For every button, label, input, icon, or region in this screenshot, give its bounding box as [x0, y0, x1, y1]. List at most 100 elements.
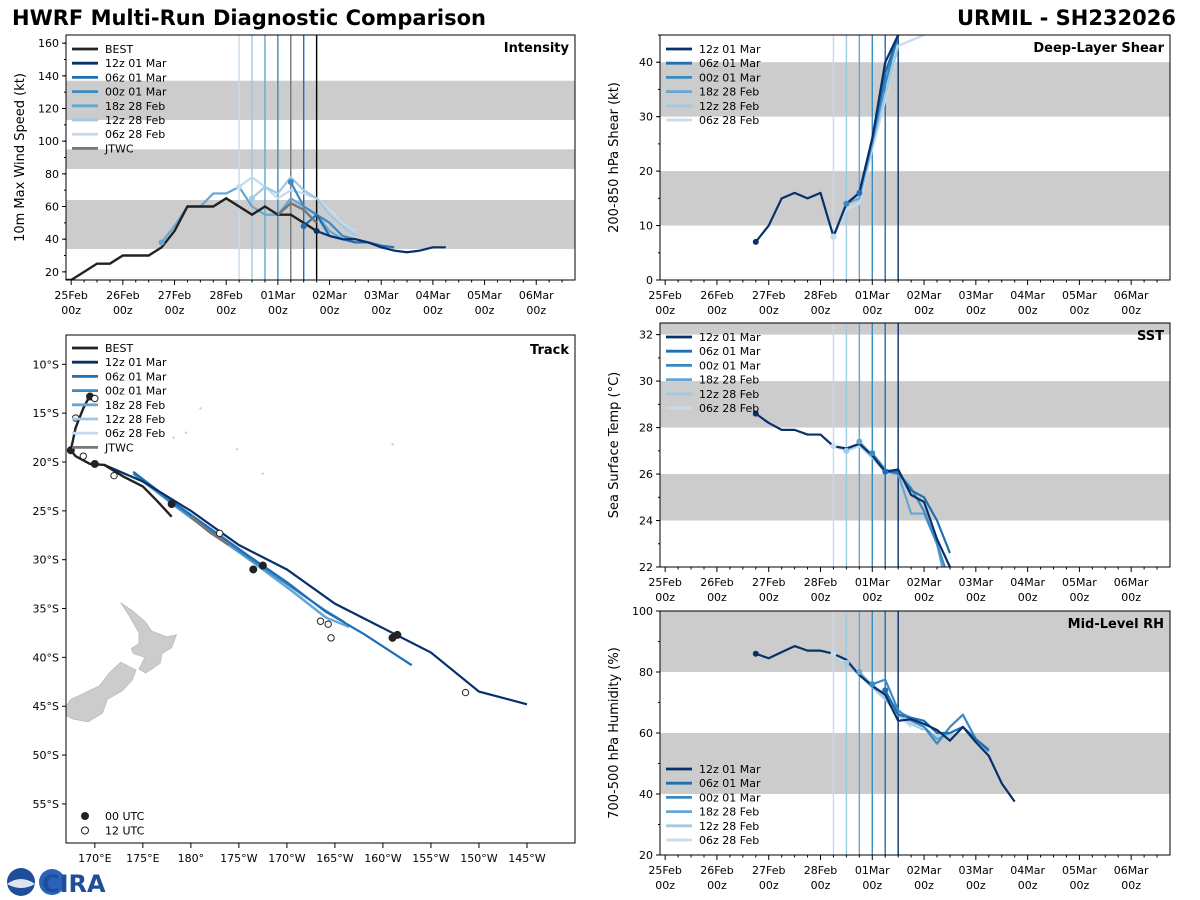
intensity-ytick-label: 40: [45, 233, 59, 246]
track-best-line: [69, 393, 173, 518]
sst-legend-label: 06z 01 Mar: [699, 345, 761, 358]
storm-id: URMIL - SH232026: [956, 6, 1176, 30]
track-ytick-label: 45°S: [33, 700, 59, 713]
track-legend-label: BEST: [105, 342, 133, 355]
intensity-best-line: [66, 196, 318, 280]
track-ytick-label: 55°S: [33, 798, 59, 811]
shear-init-point: [843, 200, 850, 207]
rh-title: Mid-Level RH: [1068, 617, 1164, 632]
rh-xtick-label: 02Mar: [907, 864, 942, 877]
track-legend-label: 06z 28 Feb: [105, 427, 165, 440]
shear-xtick-label: 26Feb: [700, 289, 733, 302]
figure-title: HWRF Multi-Run Diagnostic Comparison: [12, 6, 487, 30]
shear-ytick-label: 30: [639, 111, 653, 124]
track-ytick-label: 30°S: [33, 554, 59, 567]
track-ytick-label: 50°S: [33, 749, 59, 762]
shear-ytick-label: 20: [639, 165, 653, 178]
shear-xtick-sublabel: 00z: [1070, 304, 1090, 317]
sst-legend-label: 18z 28 Feb: [699, 374, 759, 387]
track-legend-label: 12z 01 Mar: [105, 356, 167, 369]
intensity-xtick-sublabel: 00z: [475, 304, 495, 317]
noaa-wave-icon: [7, 879, 35, 888]
intensity-xtick-sublabel: 00z: [165, 304, 185, 317]
rh-band: [660, 733, 1170, 794]
track-marker-00utc: [393, 630, 402, 639]
track-xtick-label: 170°E: [78, 852, 111, 865]
intensity-init-point: [313, 228, 320, 234]
shear-xtick-sublabel: 00z: [966, 304, 986, 317]
sst-init-point: [869, 450, 876, 457]
rh-ytick-label: 100: [632, 605, 653, 618]
intensity-ytick-label: 160: [38, 37, 59, 50]
rh-legend-label: 12z 28 Feb: [699, 820, 759, 833]
sst-xtick-label: 03Mar: [958, 576, 993, 589]
sst-xtick-sublabel: 00z: [1070, 591, 1090, 604]
rh-init-point: [882, 687, 889, 694]
sst-ytick-label: 22: [639, 561, 653, 574]
track-xtick-label: 150°W: [460, 852, 497, 865]
track-series-line: [132, 470, 413, 667]
intensity-ytick-label: 100: [38, 135, 59, 148]
intensity-legend-label: 18z 28 Feb: [105, 100, 165, 113]
rh-xtick-label: 28Feb: [804, 864, 837, 877]
track-marker-00utc: [90, 459, 99, 468]
track-ytick-label: 20°S: [33, 456, 59, 469]
intensity-xtick-sublabel: 00z: [526, 304, 546, 317]
shear-init-point: [830, 233, 837, 240]
track-series-line: [103, 463, 528, 706]
sst-init-point: [856, 438, 863, 445]
land-island: [184, 431, 188, 434]
shear-title: Deep-Layer Shear: [1033, 41, 1164, 56]
rh-series-line: [884, 689, 990, 751]
shear-xtick-label: 05Mar: [1062, 289, 1097, 302]
rh-xtick-label: 25Feb: [648, 864, 681, 877]
sst-xtick-label: 28Feb: [804, 576, 837, 589]
sst-xtick-label: 25Feb: [648, 576, 681, 589]
intensity-series-line: [302, 213, 395, 249]
intensity-xtick-label: 25Feb: [54, 289, 87, 302]
sst-init-point: [882, 468, 889, 475]
intensity-series-line: [238, 176, 356, 232]
rh-ytick-label: 40: [639, 788, 653, 801]
track-xtick-label: 155°W: [412, 852, 449, 865]
shear-xtick-label: 04Mar: [1010, 289, 1045, 302]
sst-init-point: [752, 410, 759, 417]
sst-series-line: [885, 470, 951, 554]
track-xtick-label: 180°: [178, 852, 205, 865]
shear-init-point: [752, 238, 759, 245]
rh-series-line: [755, 644, 1016, 803]
land-island: [172, 436, 175, 439]
track-legend-label: 06z 01 Mar: [105, 370, 167, 383]
rh-init-point: [830, 650, 837, 657]
sst-xtick-sublabel: 00z: [1121, 591, 1141, 604]
track-xtick-label: 145°W: [508, 852, 545, 865]
intensity-xtick-label: 27Feb: [158, 289, 191, 302]
rh-legend-label: 18z 28 Feb: [699, 806, 759, 819]
rh-xtick-sublabel: 00z: [811, 879, 831, 892]
sst-series-line: [755, 412, 951, 567]
rh-ytick-label: 80: [639, 666, 653, 679]
intensity-xtick-sublabel: 00z: [371, 304, 391, 317]
intensity-init-point: [249, 195, 256, 202]
rh-xtick-label: 03Mar: [958, 864, 993, 877]
intensity-ytick-label: 60: [45, 201, 59, 214]
track-marker-12utc: [327, 634, 335, 642]
track-marker-legend-label: 12 UTC: [105, 825, 145, 838]
sst-xtick-label: 26Feb: [700, 576, 733, 589]
rh-xtick-sublabel: 00z: [1121, 879, 1141, 892]
track-ytick-label: 35°S: [33, 603, 59, 616]
intensity-legend-label: 00z 01 Mar: [105, 86, 167, 99]
intensity-xtick-label: 03Mar: [364, 289, 399, 302]
intensity-band: [66, 80, 575, 120]
shear-xtick-sublabel: 00z: [1121, 304, 1141, 317]
sst-panel: 22 24 26 28 30 32 25Feb 00z 26Feb 00z 27Feb 00z 28Fe…: [607, 322, 1171, 604]
track-marker-12utc: [215, 529, 224, 538]
rh-xtick-label: 04Mar: [1010, 864, 1045, 877]
rh-band: [660, 611, 1170, 672]
rh-xtick-sublabel: 00z: [1070, 879, 1090, 892]
shear-init-point: [856, 189, 863, 196]
rh-init-point: [843, 659, 850, 666]
cira-globe-icon: [39, 869, 65, 895]
track-xtick-label: 175°E: [126, 852, 159, 865]
